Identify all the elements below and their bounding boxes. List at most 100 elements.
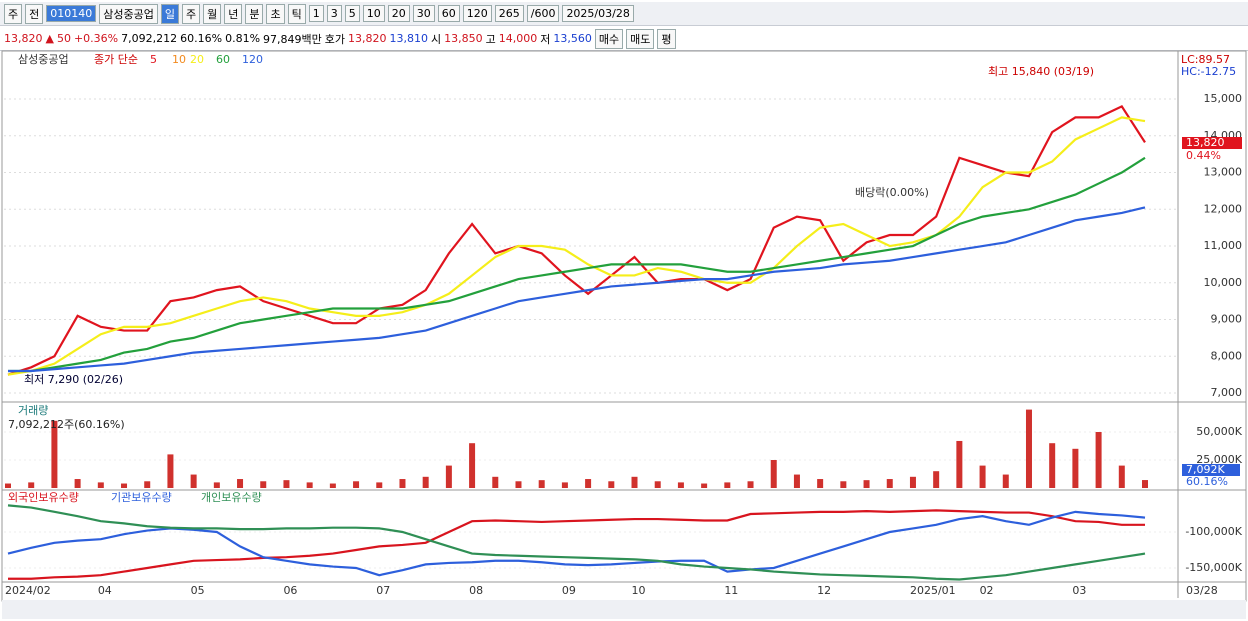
volume-bar	[167, 454, 174, 488]
toolbar-item[interactable]: 0.81%	[225, 32, 261, 45]
toolbar-item[interactable]: 7,092,212	[121, 32, 178, 45]
volume-bar	[979, 465, 986, 488]
toolbar-item[interactable]: 매수	[594, 28, 624, 49]
toolbar-item[interactable]: 1	[308, 5, 324, 22]
volume-bar	[1072, 448, 1079, 488]
volume-bar	[701, 483, 708, 488]
y-tick-label: 25,000K	[1196, 453, 1242, 466]
toolbar-item[interactable]: 분	[245, 3, 264, 24]
toolbar-item[interactable]: +0.36%	[73, 32, 119, 45]
toolbar-item[interactable]: 13,820	[348, 32, 387, 45]
toolbar-item[interactable]: 5	[344, 5, 360, 22]
volume-bar	[144, 481, 151, 488]
x-tick-label: 08	[469, 584, 483, 597]
volume-bar	[747, 481, 754, 488]
volume-bar	[770, 460, 777, 488]
volume-bar	[329, 483, 336, 488]
x-tick-label: 2025/01	[910, 584, 956, 597]
volume-bar	[538, 480, 545, 488]
toolbar-item[interactable]: 초	[266, 3, 285, 24]
volume-bar	[97, 482, 104, 488]
toolbar-item[interactable]: 265	[494, 5, 524, 22]
volume-bar	[5, 483, 11, 488]
toolbar-item[interactable]: 월	[203, 3, 222, 24]
toolbar-item[interactable]: 13,820	[4, 32, 43, 45]
toolbar-item[interactable]: 120	[462, 5, 492, 22]
toolbar-item[interactable]: 호가	[324, 32, 346, 46]
volume-bar	[608, 481, 615, 488]
toolbar-item[interactable]: 주	[181, 3, 201, 24]
toolbar-item[interactable]: 010140	[46, 5, 97, 22]
toolbar-item[interactable]: 13,560	[553, 32, 592, 45]
annotation: 최고 15,840 (03/19)	[988, 65, 1094, 78]
toolbar-item[interactable]: 2025/03/28	[562, 5, 634, 22]
volume-bar	[1095, 432, 1102, 488]
volume-bar	[1118, 465, 1125, 488]
volume-bar	[631, 476, 638, 488]
x-tick-label: 02	[980, 584, 994, 597]
x-tick-label: 2024/02	[5, 584, 51, 597]
y-tick-label: 7,000	[1211, 386, 1243, 399]
toolbar-item[interactable]: 매도	[626, 28, 655, 49]
volume-bar	[260, 481, 267, 488]
x-tick-label: 11	[724, 584, 738, 597]
toolbar-item[interactable]: 삼성중공업	[99, 3, 158, 24]
toolbar-item[interactable]: 년	[224, 3, 243, 24]
legend-entry: 60	[216, 53, 230, 66]
volume-bar	[445, 465, 452, 488]
legend-entry: 기관보유수량	[111, 491, 172, 504]
y-tick-label: 13,000	[1204, 166, 1243, 179]
annotation: 배당락(0.00%)	[855, 186, 929, 199]
volume-bar	[237, 479, 244, 488]
toolbar-item[interactable]: 주	[4, 3, 23, 24]
series-line	[7, 116, 1146, 376]
toolbar-item[interactable]: 60	[437, 5, 460, 22]
toolbar-item[interactable]: 틱	[287, 3, 306, 24]
y-tick-label: 10,000	[1204, 276, 1243, 289]
quote-bar: 13,820 ▲ 50 +0.36% 7,092,212 60.16% 0.81% 97,84…	[0, 27, 1248, 51]
legend-entry: 외국인보유수량	[8, 491, 79, 504]
toolbar-item[interactable]: 저	[540, 32, 551, 46]
volume-bar	[51, 420, 58, 488]
last-label: 7,092K	[1186, 463, 1225, 476]
volume-bar	[283, 480, 290, 488]
value-box	[1182, 464, 1240, 476]
toolbar-item[interactable]: 50	[56, 32, 71, 45]
panel-title: 삼성중공업	[18, 53, 69, 66]
legend-entry: 120	[242, 53, 263, 66]
toolbar-item[interactable]: /600	[526, 5, 560, 22]
toolbar-item[interactable]: 고	[485, 32, 496, 46]
toolbar-item[interactable]: 3	[326, 5, 342, 22]
toolbar-item[interactable]: ▲	[45, 32, 54, 45]
legend-entry: 10	[172, 53, 186, 66]
toolbar-item[interactable]: 10	[362, 5, 385, 22]
scrollbar[interactable]	[2, 600, 1246, 619]
toolbar-item[interactable]: 14,000	[498, 32, 538, 45]
toolbar-item[interactable]: 13,850	[444, 32, 483, 45]
volume-bar	[886, 479, 893, 488]
y-tick-label: 8,000	[1211, 349, 1243, 362]
volume-bar	[74, 479, 81, 488]
x-tick-label: 06	[283, 584, 297, 597]
toolbar-item[interactable]: 전	[25, 3, 44, 24]
series-line	[8, 206, 1146, 373]
volume-bar	[1049, 443, 1056, 488]
y-tick-label: -150,000K	[1185, 561, 1242, 574]
toolbar-item[interactable]: 13,810	[389, 32, 429, 45]
volume-bar	[933, 471, 940, 488]
toolbar-item[interactable]: 30	[412, 5, 435, 22]
volume-bar	[956, 440, 963, 488]
toolbar-item[interactable]: 시	[431, 32, 442, 46]
y-tick-label: 9,000	[1211, 313, 1243, 326]
toolbar-item[interactable]: 97,849백만	[263, 32, 322, 46]
x-tick-label: 05	[191, 584, 205, 597]
toolbar-item[interactable]: 20	[387, 5, 410, 22]
volume-bar	[422, 476, 429, 488]
toolbar-item[interactable]: 60.16%	[180, 32, 223, 45]
toolbar-item[interactable]: 일	[160, 3, 179, 24]
volume-bar	[515, 481, 522, 488]
toolbar-item[interactable]: 평	[657, 28, 676, 49]
change-label: 0.44%	[1186, 149, 1221, 162]
